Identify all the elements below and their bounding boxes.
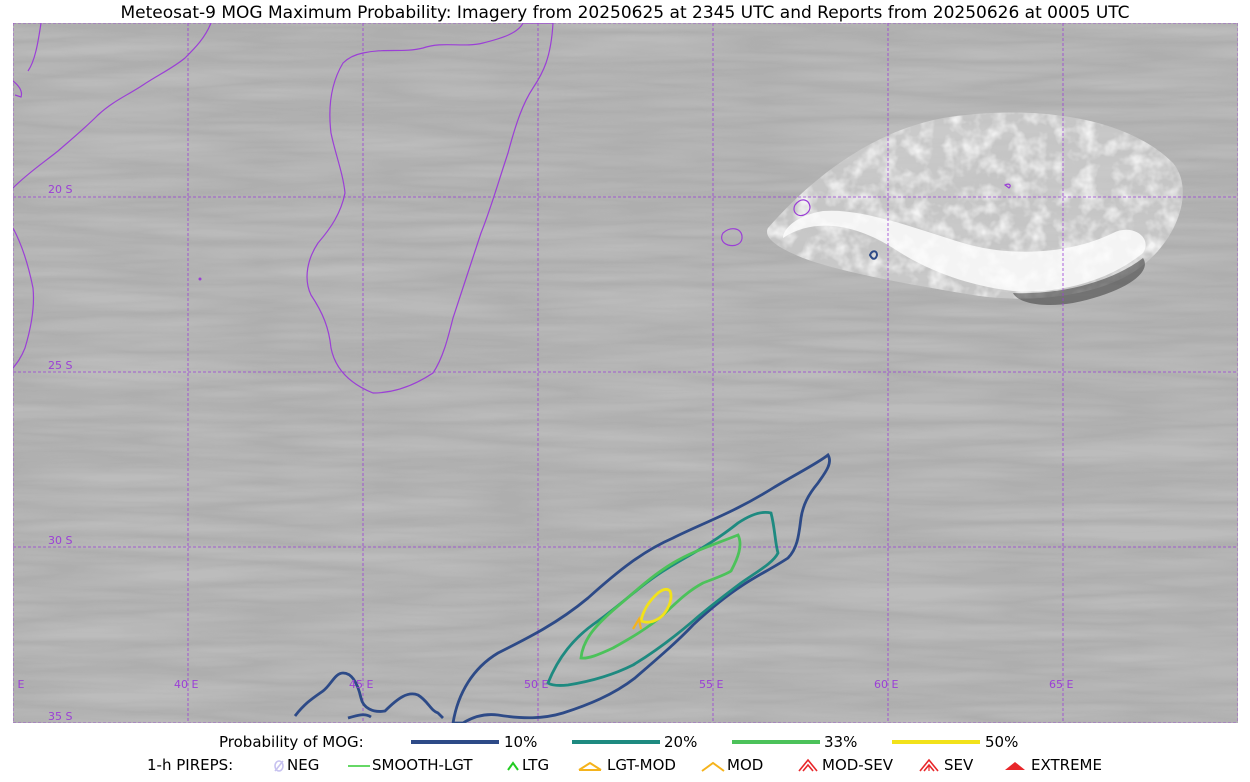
lon-label-45e: 45 E (349, 678, 373, 691)
extreme-label: EXTREME (1031, 756, 1102, 774)
pireps-legend-label: 1-h PIREPS: (147, 756, 234, 774)
lon-label-35e: 35 E (13, 678, 24, 691)
smooth-lgt-label: SMOOTH-LGT (372, 756, 473, 774)
mog-probability-contours (293, 452, 831, 723)
lon-label-65e: 65 E (1049, 678, 1073, 691)
map-title: Meteosat-9 MOG Maximum Probability: Imag… (120, 3, 1130, 23)
contour-10 (451, 452, 831, 723)
sev-icon (919, 758, 939, 772)
legend-10-label: 10% (504, 733, 538, 751)
mod-label: MOD (727, 756, 764, 774)
contour-33 (579, 533, 742, 660)
ltg-label: LTG (522, 756, 550, 774)
legend-50-label: 50% (985, 733, 1019, 751)
lgt-mod-label: LGT-MOD (607, 756, 676, 774)
legend-33-label: 33% (824, 733, 858, 751)
smooth-lgt-icon (348, 765, 370, 767)
lat-label-20s: 20 S (48, 183, 72, 196)
mauritius-coastline (793, 199, 811, 217)
mod-sev-icon (798, 758, 818, 772)
swatch-33 (732, 740, 820, 744)
lat-label-35s: 35 S (48, 710, 72, 723)
africa-coastline (13, 23, 212, 189)
lgt-mod-icon (578, 761, 602, 771)
swatch-10 (411, 740, 499, 744)
ltg-icon (507, 761, 519, 771)
lat-label-30s: 30 S (48, 534, 72, 547)
extreme-icon (1005, 762, 1025, 770)
probability-legend-label: Probability of MOG: (219, 733, 364, 751)
contour-10-coast (293, 671, 444, 719)
swatch-20 (572, 740, 660, 744)
lat-label-25s: 25 S (48, 359, 72, 372)
lon-label-40e: 40 E (174, 678, 198, 691)
lat-lon-grid (13, 23, 1238, 723)
reunion-coastline (721, 228, 743, 247)
coastlines (13, 23, 1011, 394)
lon-label-50e: 50 E (524, 678, 548, 691)
neg-label: NEG (287, 756, 320, 774)
swatch-50 (892, 740, 980, 744)
lon-label-55e: 55 E (699, 678, 723, 691)
contour-50 (639, 587, 673, 624)
madagascar-coastline (306, 23, 554, 394)
mod-sev-label: MOD-SEV (822, 756, 893, 774)
sev-label: SEV (944, 756, 974, 774)
satellite-map: 20 S 25 S 30 S 35 S 35 E 40 E 45 E 50 E … (13, 23, 1238, 723)
neg-icon (274, 760, 284, 772)
lon-label-60e: 60 E (874, 678, 898, 691)
pirep-lgt-mod-marker (632, 615, 643, 630)
mod-icon (701, 761, 725, 772)
legend-20-label: 20% (664, 733, 698, 751)
